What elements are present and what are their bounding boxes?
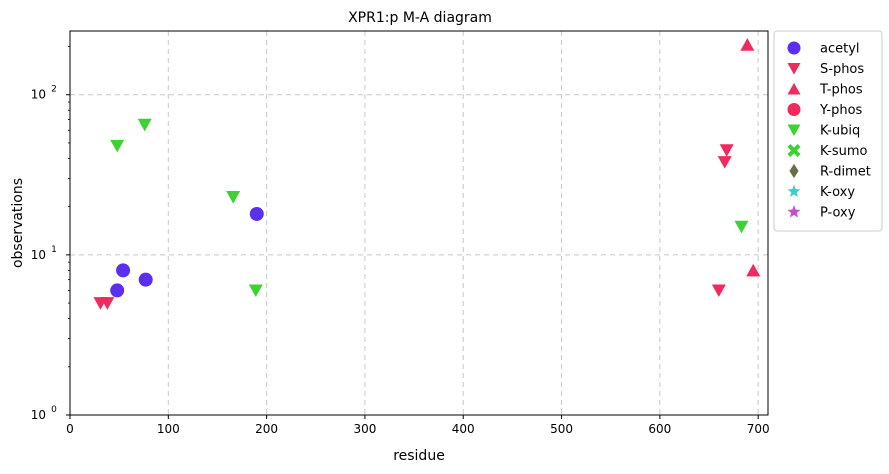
legend-label: acetyl — [820, 42, 860, 57]
x-tick-label: 300 — [353, 422, 376, 436]
y-tick-label: 10 — [31, 248, 46, 262]
data-point-s-phos — [711, 284, 726, 298]
data-point-k-ubiq — [226, 190, 241, 204]
data-point-k-ubiq — [248, 284, 263, 298]
legend-marker-k-sumo — [787, 144, 801, 157]
data-point-acetyl — [249, 206, 264, 221]
legend-label: Y-phos — [819, 103, 863, 118]
data-point-s-phos — [100, 297, 115, 310]
legend-label: S-phos — [820, 62, 864, 77]
data-point-acetyl — [110, 283, 125, 298]
x-tick-label: 600 — [648, 422, 671, 436]
chart-title: XPR1:p M-A diagram — [348, 10, 492, 26]
plot-frame — [69, 30, 769, 416]
legend-label: K-ubiq — [820, 124, 860, 139]
data-point-k-ubiq — [137, 118, 152, 132]
legend-marker-y-phos — [787, 103, 801, 116]
grid-lines — [70, 31, 768, 415]
data-point-s-phos — [717, 156, 732, 169]
x-tick-label: 200 — [255, 422, 278, 436]
data-point-k-ubiq — [110, 139, 125, 153]
legend-marker-s-phos — [787, 62, 801, 75]
y-axis-ticks: 10 0 10 1 10 2 — [31, 46, 70, 422]
x-tick-label: 700 — [747, 422, 770, 436]
data-point-acetyl — [116, 263, 131, 278]
legend: acetyl S-phos T-phos Y-phos K-ubiq K-sumo R-di… — [773, 30, 883, 232]
y-tick-label: 10 — [31, 408, 46, 422]
x-axis-ticks: 0 100 200 300 400 500 600 700 — [66, 415, 770, 436]
data-point-k-ubiq — [734, 220, 749, 234]
x-tick-label: 400 — [452, 422, 475, 436]
legend-marker-r-dimet — [789, 163, 799, 179]
legend-label: R-dimet — [820, 165, 871, 180]
x-axis-label: residue — [393, 448, 445, 464]
legend-label: K-oxy — [820, 185, 855, 200]
legend-marker-k-oxy — [787, 184, 801, 198]
data-point-t-phos — [740, 38, 755, 51]
x-tick-label: 500 — [550, 422, 573, 436]
legend-marker-t-phos — [787, 82, 801, 95]
data-point-t-phos — [746, 263, 761, 277]
legend-label: K-sumo — [820, 144, 868, 159]
legend-label: P-oxy — [820, 206, 856, 221]
data-points — [93, 38, 761, 310]
y-tick-exponent: 2 — [51, 85, 57, 95]
x-tick-label: 100 — [157, 422, 180, 436]
legend-frame — [773, 30, 883, 232]
y-tick-exponent: 0 — [51, 405, 57, 415]
legend-marker-k-ubiq — [787, 124, 801, 137]
y-tick-label: 10 — [31, 88, 46, 102]
y-tick-exponent: 1 — [51, 245, 57, 255]
data-point-acetyl — [138, 272, 153, 287]
data-point-s-phos — [719, 144, 734, 157]
legend-label: T-phos — [819, 83, 863, 98]
legend-marker-acetyl — [787, 41, 801, 55]
y-axis-label: observations — [10, 178, 26, 268]
legend-marker-p-oxy — [787, 205, 801, 218]
x-tick-label: 0 — [66, 422, 74, 436]
